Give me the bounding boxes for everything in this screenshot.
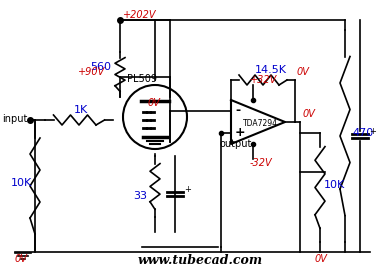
Text: 0V: 0V <box>148 98 161 108</box>
Text: 560: 560 <box>90 62 111 72</box>
Text: 0V: 0V <box>315 254 328 264</box>
Text: 0V: 0V <box>303 109 316 119</box>
Text: www.tubecad.com: www.tubecad.com <box>137 254 263 267</box>
Text: 10K: 10K <box>11 178 32 188</box>
Text: 10K: 10K <box>324 180 345 190</box>
Text: 33: 33 <box>133 191 147 201</box>
Text: TDA7294: TDA7294 <box>243 119 278 128</box>
Text: 1K: 1K <box>74 105 88 115</box>
Text: input: input <box>2 114 27 124</box>
Text: 470: 470 <box>352 128 373 138</box>
Text: 14.5K: 14.5K <box>255 65 287 75</box>
Text: +90V: +90V <box>78 67 105 77</box>
Text: output: output <box>219 139 251 149</box>
Text: 0V: 0V <box>297 67 310 77</box>
Text: -32V: -32V <box>250 158 273 168</box>
Text: +32V: +32V <box>250 75 277 85</box>
Text: +202V: +202V <box>123 10 156 20</box>
Text: +: + <box>184 185 191 194</box>
Text: -: - <box>235 104 240 117</box>
Text: PL509: PL509 <box>127 74 157 84</box>
Text: +: + <box>235 126 246 139</box>
Text: +: + <box>369 127 376 136</box>
Text: 0V: 0V <box>15 254 28 264</box>
